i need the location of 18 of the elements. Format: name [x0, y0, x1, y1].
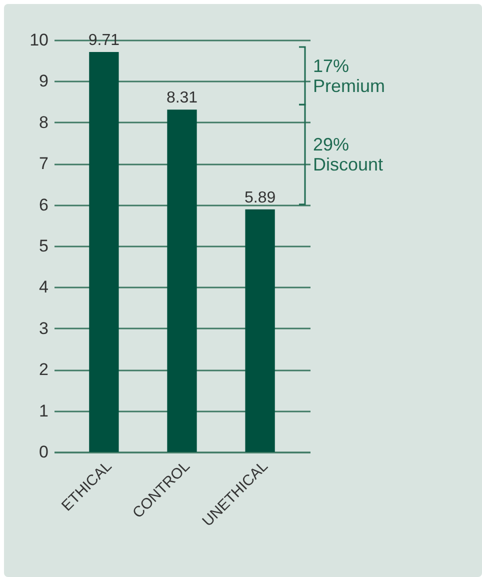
- text: 17% Premium: [313, 56, 386, 96]
- data-label: 5.89: [244, 189, 276, 206]
- y-tick-label: 10: [30, 30, 48, 50]
- bar: [167, 110, 197, 452]
- text: 29% Discount: [313, 134, 384, 174]
- y-tick-label: 5: [39, 236, 48, 256]
- bar: [89, 52, 119, 452]
- data-label: 8.31: [166, 90, 198, 107]
- y-tick-label: 1: [39, 401, 48, 420]
- y-tick-label: 3: [39, 318, 48, 338]
- y-tick-label: 6: [39, 195, 48, 214]
- y-tick-label: 9: [39, 72, 48, 91]
- y-tick-label: 7: [39, 154, 48, 174]
- y-tick-label: 4: [39, 278, 48, 297]
- bar: [245, 209, 275, 452]
- y-tick-label: 8: [39, 112, 48, 132]
- y-tick-label: 2: [39, 360, 48, 380]
- y-tick-label: 0: [39, 442, 48, 462]
